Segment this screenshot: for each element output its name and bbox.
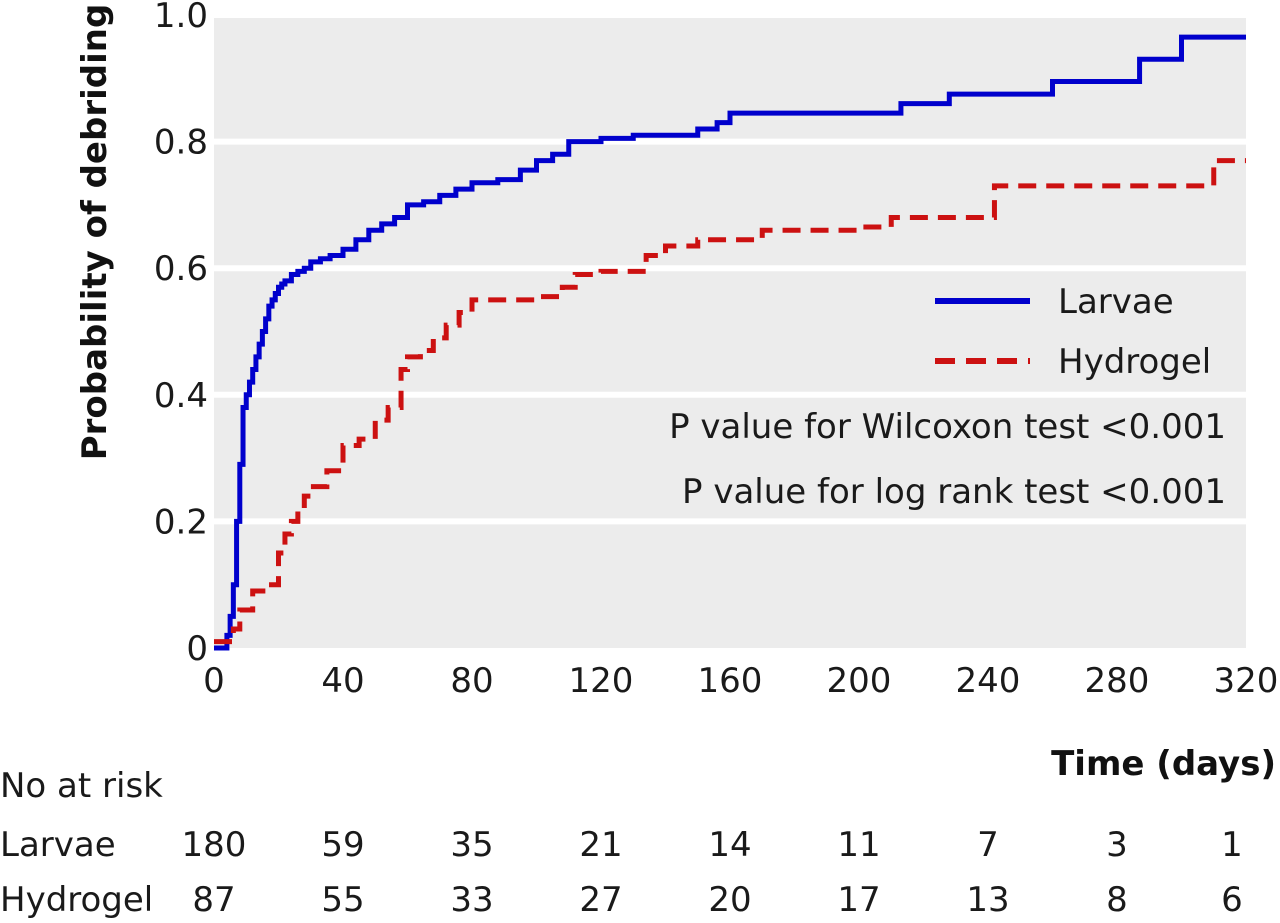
- annotation-wilcoxon: P value for Wilcoxon test <0.001: [669, 407, 1226, 447]
- y-tick-label: 0.4: [154, 376, 208, 416]
- x-tick-label: 280: [1085, 661, 1150, 701]
- legend-label-hydrogel: Hydrogel: [1058, 342, 1211, 382]
- x-tick-label: 160: [698, 661, 763, 701]
- x-tick-label: 320: [1214, 661, 1279, 701]
- risk-value: 55: [321, 880, 365, 920]
- risk-value: 59: [321, 825, 365, 865]
- legend-label-larvae: Larvae: [1058, 282, 1174, 322]
- risk-value: 13: [966, 880, 1010, 920]
- risk-value: 180: [181, 825, 247, 865]
- y-tick-label: 0.8: [154, 123, 208, 163]
- x-tick-label: 240: [956, 661, 1021, 701]
- series-line-hydrogel: [214, 158, 1246, 645]
- y-axis-ticks: 0 0.2 0.4 0.6 0.8 1.0: [154, 0, 208, 669]
- x-tick-label: 80: [450, 661, 493, 701]
- risk-value: 35: [450, 825, 494, 865]
- x-tick-label: 200: [827, 661, 892, 701]
- risk-value: 7: [977, 825, 999, 865]
- risk-value: 33: [450, 880, 494, 920]
- legend: Larvae Hydrogel: [935, 282, 1211, 382]
- x-axis-ticks: 0 40 80 120 160 200 240 280 320: [203, 661, 1278, 701]
- annotation-logrank: P value for log rank test <0.001: [682, 472, 1226, 512]
- y-axis-title: Probability of debriding: [75, 4, 115, 461]
- risk-value: 14: [708, 825, 752, 865]
- risk-value: 8: [1106, 880, 1128, 920]
- risk-value: 1: [1221, 825, 1243, 865]
- x-tick-label: 120: [569, 661, 634, 701]
- x-tick-label: 0: [203, 661, 225, 701]
- y-tick-label: 0: [186, 629, 208, 669]
- risk-value: 21: [579, 825, 623, 865]
- risk-value: 11: [837, 825, 881, 865]
- risk-value: 3: [1106, 825, 1128, 865]
- risk-table-title: No at risk: [0, 766, 163, 806]
- risk-value: 20: [708, 880, 752, 920]
- plot-background: [214, 15, 1246, 648]
- y-tick-label: 0.6: [154, 249, 208, 289]
- gridlines: [214, 12, 1246, 525]
- risk-value: 17: [837, 880, 881, 920]
- risk-value: 27: [579, 880, 623, 920]
- y-tick-label: 0.2: [154, 502, 208, 542]
- y-tick-label: 1.0: [154, 0, 208, 36]
- series-lines: [214, 34, 1246, 651]
- risk-row-label-hydrogel: Hydrogel: [0, 880, 154, 920]
- x-tick-label: 40: [321, 661, 364, 701]
- risk-value: 87: [192, 880, 236, 920]
- x-axis-title: Time (days): [1051, 744, 1276, 784]
- risk-row-label-larvae: Larvae: [0, 825, 116, 865]
- series-line-larvae: [214, 34, 1246, 651]
- risk-value: 6: [1221, 880, 1243, 920]
